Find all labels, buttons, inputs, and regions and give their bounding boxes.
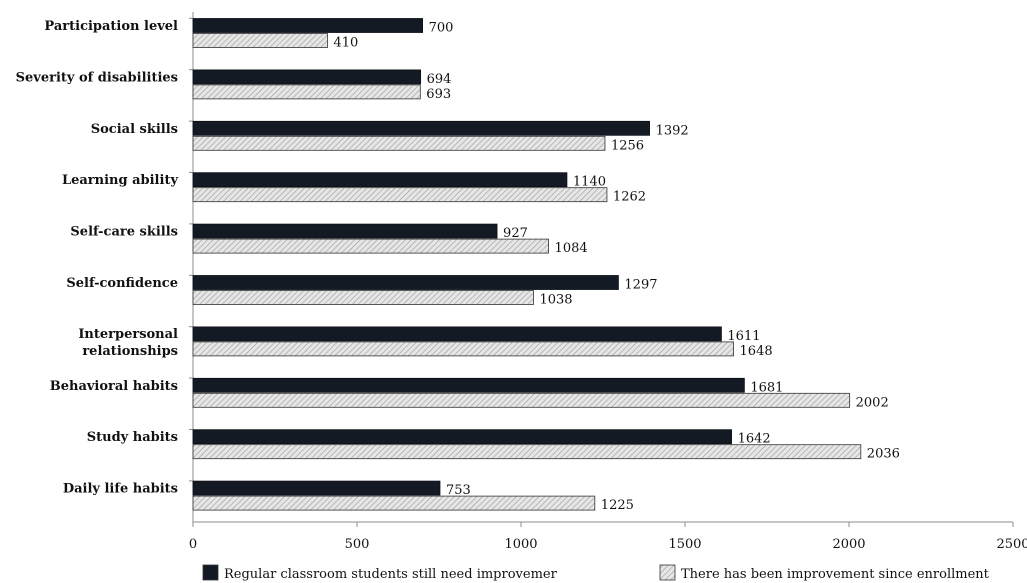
data-label: 1262 [613, 190, 646, 205]
data-label: 1084 [555, 241, 588, 256]
bar-needs-improvement [192, 172, 568, 188]
bar-improved [192, 341, 734, 357]
x-tick-label: 1500 [668, 537, 701, 552]
bar-improved [192, 392, 851, 408]
data-label: 2036 [867, 447, 900, 462]
bar-improved [192, 290, 534, 305]
category-label: Severity of disabilities [16, 70, 178, 85]
bar-improved [192, 238, 549, 254]
axes: 0 500 1000 1500 2000 2500 Participation level S… [16, 12, 1027, 552]
bar-improved [192, 187, 608, 203]
category-label: Participation level [44, 19, 178, 34]
category-label: Self-confidence [66, 276, 178, 291]
bar-improved [192, 444, 862, 460]
category-label: Learning ability [62, 173, 178, 188]
data-label: 1611 [727, 329, 760, 344]
bar-needs-improvement [192, 69, 422, 85]
data-label: 1392 [656, 123, 689, 138]
category-label: Self-care skills [70, 225, 178, 240]
data-label: 693 [426, 87, 451, 102]
x-tick-label: 2500 [996, 537, 1027, 552]
bar-needs-improvement [192, 275, 619, 290]
data-label: 1038 [539, 293, 572, 308]
data-label: 1256 [611, 138, 644, 153]
data-label: 694 [427, 72, 452, 87]
category-label: Behavioral habits [50, 379, 178, 394]
category-label: Interpersonal relationships [78, 327, 178, 359]
bar-needs-improvement [192, 120, 650, 136]
data-label: 927 [503, 226, 528, 241]
legend: Regular classroom students still need im… [202, 564, 990, 582]
data-label: 410 [333, 36, 358, 51]
data-label: 753 [446, 483, 471, 498]
x-tick-label: 2000 [832, 537, 865, 552]
category-label: Social skills [91, 122, 178, 137]
category-label: Daily life habits [63, 482, 178, 497]
data-label: 1681 [750, 380, 783, 395]
data-label: 2002 [856, 395, 889, 410]
category-label: Study habits [87, 430, 178, 445]
bar-needs-improvement [192, 223, 498, 239]
data-label: 700 [429, 21, 454, 36]
bar-needs-improvement [192, 429, 732, 445]
legend-label: There has been improvement since enrollm… [681, 567, 990, 582]
data-label: 1642 [738, 432, 771, 447]
x-tick-label: 1000 [504, 537, 537, 552]
data-label: 1297 [624, 278, 657, 293]
legend-swatch [659, 564, 676, 581]
bar-needs-improvement [192, 326, 722, 342]
bar-needs-improvement [192, 480, 441, 496]
bar-improved [192, 495, 596, 511]
legend-label: Regular classroom students still need im… [224, 567, 558, 582]
data-label: 1648 [740, 344, 773, 359]
x-tick-label: 0 [189, 537, 197, 552]
data-label: 1225 [601, 498, 634, 513]
bar-improved [192, 135, 606, 151]
bar-needs-improvement [192, 18, 424, 33]
x-tick-label: 500 [345, 537, 370, 552]
bar-improved [192, 33, 328, 48]
bar-needs-improvement [192, 377, 745, 393]
data-label: 1140 [573, 175, 606, 190]
legend-swatch [202, 564, 219, 581]
bar-improved [192, 84, 421, 100]
